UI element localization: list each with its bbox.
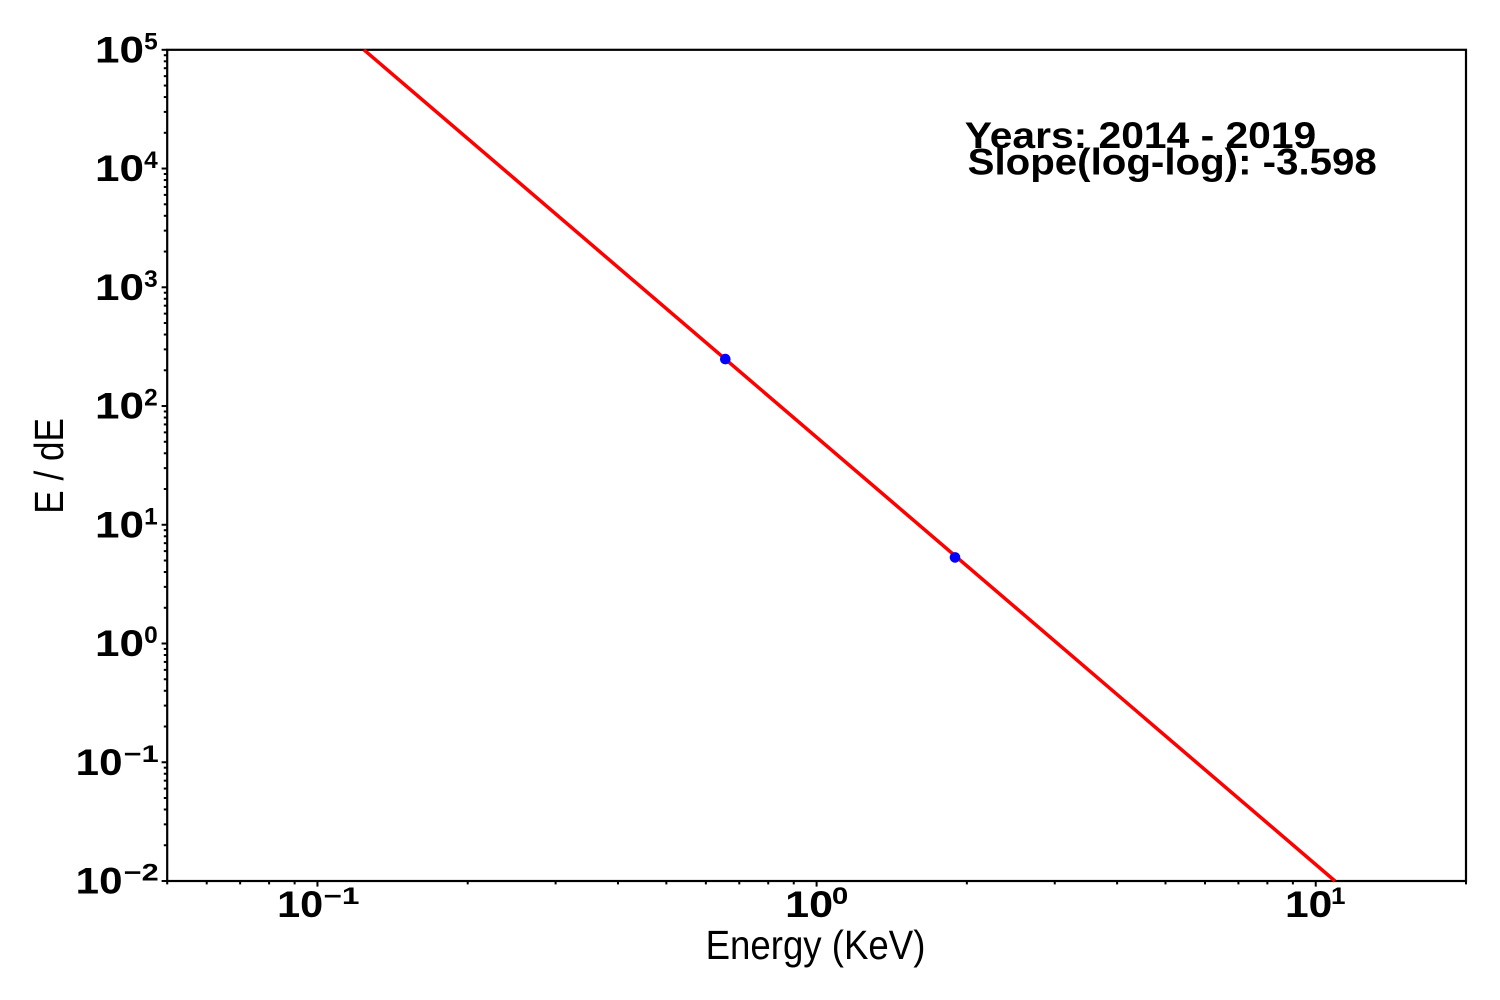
svg-text:−1: −1	[323, 883, 359, 910]
svg-text:1: 1	[1331, 883, 1346, 910]
svg-text:3: 3	[144, 266, 158, 293]
svg-text:0: 0	[832, 883, 848, 910]
svg-text:10: 10	[95, 386, 144, 427]
svg-text:10: 10	[95, 267, 144, 308]
svg-text:0: 0	[144, 622, 158, 649]
svg-text:10: 10	[95, 148, 144, 189]
svg-text:2: 2	[144, 385, 158, 412]
svg-text:E / dE: E / dE	[26, 418, 72, 514]
svg-text:10: 10	[95, 623, 144, 664]
svg-text:5: 5	[144, 28, 158, 55]
svg-text:Slope(log-log): -3.598: Slope(log-log): -3.598	[968, 142, 1377, 183]
svg-text:10: 10	[76, 861, 123, 902]
svg-text:10: 10	[95, 30, 144, 71]
svg-text:Years: 2014 - 2019: Years: 2014 - 2019	[965, 115, 1316, 156]
svg-text:−2: −2	[124, 860, 159, 887]
svg-text:10: 10	[277, 884, 323, 925]
svg-text:10: 10	[1285, 884, 1332, 925]
svg-text:4: 4	[144, 147, 158, 174]
svg-text:10: 10	[76, 742, 123, 783]
svg-text:Energy (KeV): Energy (KeV)	[706, 922, 926, 968]
svg-text:10: 10	[95, 504, 144, 545]
svg-text:1: 1	[144, 503, 158, 530]
svg-text:−1: −1	[124, 741, 159, 768]
svg-text:10: 10	[785, 884, 833, 925]
